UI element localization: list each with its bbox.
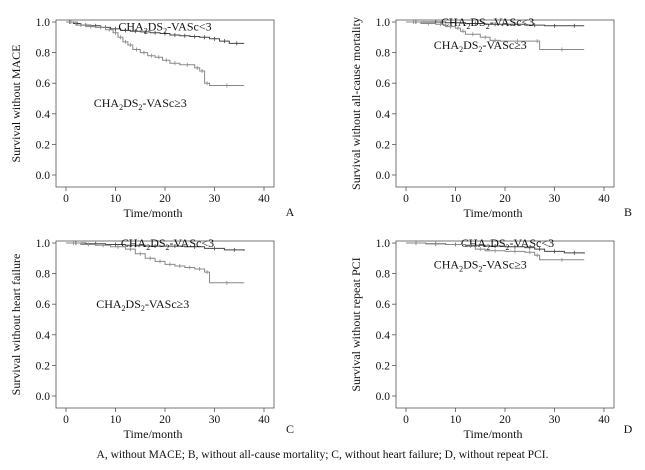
panel-b-xtick-label-2: 20 [499, 193, 511, 205]
panel-c-series-1-label: CHA2DS2-VASc≥3 [96, 297, 189, 313]
panel-d-xtick-label-2: 20 [499, 414, 511, 426]
panel-c-xtick-label-1: 10 [110, 414, 122, 426]
panel-c-xtick-label-3: 30 [209, 414, 221, 426]
panel-b-ytick-label-4: 0.8 [376, 48, 391, 60]
panel-b-ytick-label-2: 0.4 [376, 109, 391, 121]
panel-d-ytick-label-4: 0.8 [376, 269, 391, 281]
panel-b-ylabel: Survival without all-cause mortality [349, 17, 363, 190]
panel-d-ytick-label-1: 0.2 [376, 360, 391, 372]
panel-d-ytick-label-5: 1.0 [376, 238, 391, 250]
panel-b-series-0-curve [406, 21, 585, 27]
panel-d-xtick-label-1: 10 [450, 414, 462, 426]
panel-b-series-1-curve [406, 21, 585, 50]
panel-a-ytick-label-4: 0.8 [36, 48, 51, 60]
panel-d-series-0-label: CHA2DS2-VASc<3 [461, 236, 554, 252]
panel-a-xtick-label-3: 30 [209, 193, 221, 205]
panel-a-series-1-label: CHA2DS2-VASc≥3 [94, 96, 187, 112]
panel-c-xtick-label-4: 40 [258, 414, 270, 426]
panel-a-xtick-label-2: 20 [159, 193, 171, 205]
panel-d-ylabel: Survival without repeat PCI [349, 257, 363, 391]
panel-d-ytick-label-2: 0.4 [376, 330, 391, 342]
figure-caption: A, without MACE; B, without all-cause mo… [96, 449, 549, 461]
panel-d-xtick-label-4: 40 [598, 414, 610, 426]
panel-d-xtick-label-0: 0 [403, 414, 409, 426]
panel-d-series-1-label: CHA2DS2-VASc≥3 [434, 257, 527, 273]
panel-c-ytick-label-1: 0.2 [36, 360, 51, 372]
panel-b: 0 10 20 30 40 0.0 0.2 0.4 0.6 0.8 1.0 Time/month Sur… [349, 15, 632, 220]
panel-b-xtick-label-3: 30 [549, 193, 561, 205]
panel-b-xtick-label-1: 10 [450, 193, 462, 205]
panel-a-xtick-label-0: 0 [63, 193, 69, 205]
panel-c-ytick-label-3: 0.6 [36, 299, 51, 311]
panel-b-xtick-label-0: 0 [403, 193, 409, 205]
panel-a-ytick-label-2: 0.4 [36, 109, 51, 121]
panel-a-letter: A [286, 205, 295, 219]
panel-a: 0 10 20 30 40 0.0 0.2 0.4 0.6 0.8 1.0 Time/month Sur… [9, 17, 295, 220]
panel-b-xlabel: Time/month [464, 206, 523, 220]
panel-c: 0 10 20 30 40 0.0 0.2 0.4 0.6 0.8 1.0 Time/month Sur… [9, 236, 294, 441]
panel-c-xtick-label-2: 20 [159, 414, 171, 426]
panel-d-xtick-label-3: 30 [549, 414, 561, 426]
panel-b-ytick-label-5: 1.0 [376, 17, 391, 29]
panel-b-series-1-label: CHA2DS2-VASc≥3 [434, 38, 527, 54]
panel-c-ylabel: Survival without heart failure [9, 254, 23, 396]
panel-a-ytick-label-3: 0.6 [36, 78, 51, 90]
panel-b-ytick-label-0: 0.0 [376, 170, 391, 182]
panel-c-frame [55, 240, 275, 409]
panel-d-xlabel: Time/month [464, 427, 523, 441]
panel-b-ytick-label-3: 0.6 [376, 78, 391, 90]
panel-b-series-0-label: CHA2DS2-VASc<3 [441, 15, 534, 31]
panel-b-xtick-label-4: 40 [598, 193, 610, 205]
panel-d-letter: D [624, 422, 633, 436]
panel-a-ylabel: Survival without MACE [9, 44, 23, 162]
panel-c-series-0-label: CHA2DS2-VASc<3 [121, 236, 214, 252]
panel-a-ytick-label-0: 0.0 [36, 170, 51, 182]
panel-b-letter: B [624, 205, 632, 219]
panel-a-xtick-label-1: 10 [110, 193, 122, 205]
panel-d: 0 10 20 30 40 0.0 0.2 0.4 0.6 0.8 1.0 Time/month Sur… [349, 236, 633, 441]
panel-a-xtick-label-4: 40 [258, 193, 270, 205]
panel-d-ytick-label-0: 0.0 [376, 391, 391, 403]
panel-c-xlabel: Time/month [124, 427, 183, 441]
panel-a-ytick-label-1: 0.2 [36, 139, 51, 151]
panel-b-ytick-label-1: 0.2 [376, 139, 391, 151]
panel-c-ytick-label-2: 0.4 [36, 330, 51, 342]
panel-c-ytick-label-5: 1.0 [36, 238, 51, 250]
panel-c-ytick-label-0: 0.0 [36, 391, 51, 403]
panel-a-xlabel: Time/month [124, 206, 183, 220]
panel-d-ytick-label-3: 0.6 [376, 299, 391, 311]
panel-d-series-1-curve [406, 242, 585, 261]
panel-a-series-0-label: CHA2DS2-VASc<3 [118, 20, 211, 36]
panel-c-xtick-label-0: 0 [63, 414, 69, 426]
panel-a-ytick-label-5: 1.0 [36, 17, 51, 29]
panel-c-letter: C [286, 422, 294, 436]
panel-c-ytick-label-4: 0.8 [36, 269, 51, 281]
